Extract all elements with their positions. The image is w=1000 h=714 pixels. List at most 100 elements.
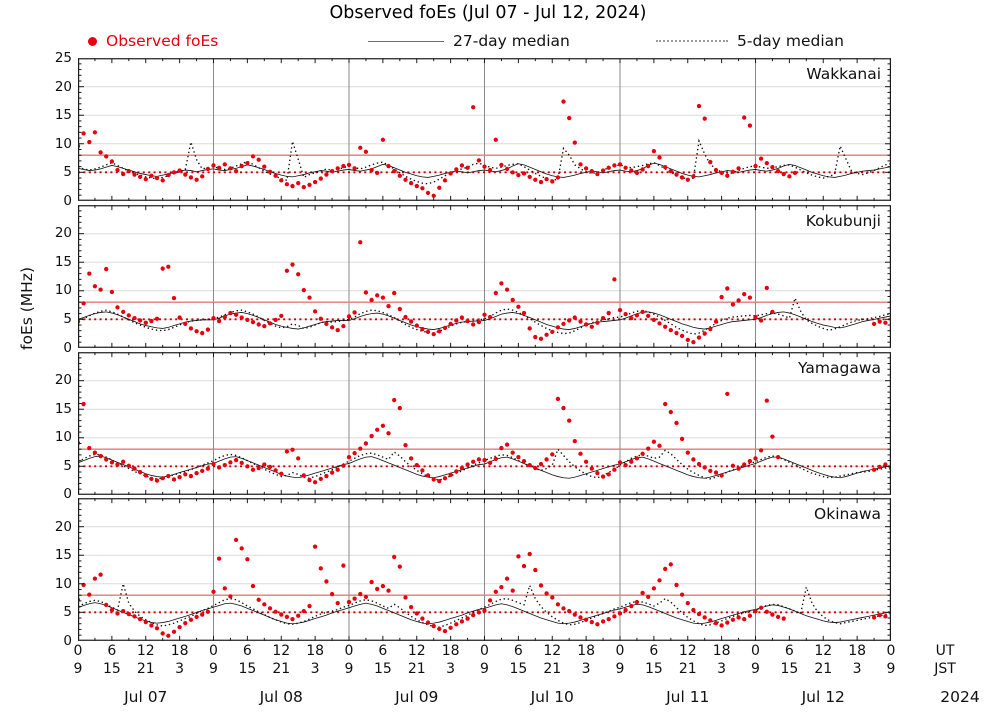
legend-median5: 5-day median: [656, 30, 844, 52]
panel-okinawa: Okinawa: [78, 498, 891, 642]
station-label: Wakkanai: [806, 65, 881, 83]
median5-line-icon: [656, 40, 728, 42]
jst-tick-label: 21: [136, 661, 155, 677]
year-label: 2024: [940, 688, 980, 706]
ut-tick-label: 12: [543, 643, 562, 659]
ut-tick-label: 6: [107, 643, 117, 659]
panel-wakkanai: Wakkanai: [78, 58, 891, 201]
ut-tick-label: 12: [407, 643, 426, 659]
jst-tick-label: 9: [480, 661, 489, 677]
jst-tick-label: 9: [886, 661, 896, 677]
jst-tick-label: 3: [852, 661, 862, 677]
y-tick-label: 10: [54, 135, 72, 152]
y-tick-label: 20: [54, 518, 72, 535]
jst-tick-label: 21: [543, 661, 562, 677]
panel-frame: [78, 58, 891, 201]
median27-line: [78, 162, 891, 178]
jst-tick-label: 3: [717, 661, 727, 677]
panel-frame: [78, 351, 891, 495]
jst-tick-label: 21: [272, 661, 291, 677]
ut-tick-label: 12: [272, 643, 291, 659]
y-tick-label: 5: [63, 164, 72, 181]
jst-tick-label: 9: [615, 661, 625, 677]
ut-tick-label: 18: [441, 643, 460, 659]
legend-median5-label: 5-day median: [737, 32, 844, 50]
station-label: Okinawa: [814, 505, 881, 523]
ut-tick-label: 18: [577, 643, 596, 659]
y-tick-label: 20: [54, 372, 72, 389]
date-label: Jul 12: [801, 688, 845, 706]
jst-tick-label: 9: [344, 661, 354, 677]
ut-axis-label: UT: [935, 643, 955, 659]
legend-observed: Observed foEs: [88, 30, 218, 52]
date-label: Jul 11: [666, 688, 710, 706]
ut-tick-label: 12: [136, 643, 155, 659]
y-tick-label: 0: [63, 486, 72, 503]
y-tick-label: 10: [54, 575, 72, 592]
ut-tick-label: 18: [848, 643, 867, 659]
y-tick-label: 5: [63, 457, 72, 474]
observed-series: [78, 99, 798, 198]
y-tick-label: 10: [54, 429, 72, 446]
ut-tick-label: 18: [712, 643, 731, 659]
observed-series: [78, 391, 891, 484]
ut-tick-label: 0: [209, 643, 218, 659]
y-tick-label: 15: [54, 547, 72, 564]
y-tick-label: 20: [54, 225, 72, 242]
ut-tick-label: 12: [814, 643, 833, 659]
chart-title: Observed foEs (Jul 07 - Jul 12, 2024): [329, 3, 647, 23]
station-label: Kokubunji: [806, 212, 881, 230]
ut-tick-label: 0: [886, 643, 896, 659]
jst-axis-label: JST: [934, 661, 956, 677]
jst-tick-label: 9: [751, 661, 760, 677]
jst-tick-label: 3: [581, 661, 591, 677]
ut-tick-label: 18: [170, 643, 189, 659]
y-tick-label: 5: [63, 604, 72, 621]
ut-tick-label: 12: [678, 643, 697, 659]
y-tick-label: 0: [63, 633, 72, 649]
date-label: Jul 10: [530, 688, 574, 706]
observed-marker-icon: [88, 36, 97, 46]
jst-tick-label: 21: [678, 661, 697, 677]
panel-frame: [78, 498, 891, 642]
ut-tick-label: 0: [615, 643, 625, 659]
legend-observed-label: Observed foEs: [106, 32, 219, 50]
y-tick-label: 20: [54, 78, 72, 95]
ut-tick-label: 18: [306, 643, 325, 659]
jst-tick-label: 21: [814, 661, 833, 677]
date-label: Jul 07: [124, 688, 168, 706]
y-tick-label: 15: [54, 253, 72, 270]
jst-tick-label: 15: [509, 661, 528, 677]
ut-tick-label: 0: [344, 643, 354, 659]
jst-tick-label: 9: [73, 661, 83, 677]
observed-series: [78, 537, 888, 639]
median27-line-icon: [368, 40, 444, 42]
station-label: Yamagawa: [797, 359, 881, 377]
y-tick-label: 5: [63, 310, 72, 327]
y-tick-label: 0: [63, 339, 72, 356]
ut-tick-label: 6: [242, 643, 252, 659]
y-tick-label: 10: [54, 282, 72, 299]
y-tick-label: 15: [54, 400, 72, 417]
jst-tick-label: 3: [310, 661, 320, 677]
ut-tick-label: 6: [784, 643, 794, 659]
ut-tick-label: 0: [480, 643, 489, 659]
date-label: Jul 09: [395, 688, 439, 706]
jst-tick-label: 15: [238, 661, 257, 677]
jst-tick-label: 15: [644, 661, 663, 677]
jst-tick-label: 9: [209, 661, 218, 677]
ut-tick-label: 0: [73, 643, 83, 659]
jst-tick-label: 21: [407, 661, 426, 677]
chart-legend: Observed foEs 27-day median 5-day median: [0, 30, 1000, 52]
jst-tick-label: 15: [780, 661, 799, 677]
panel-frame: [78, 204, 891, 348]
y-tick-label: 0: [63, 192, 72, 209]
ut-tick-label: 0: [751, 643, 760, 659]
jst-tick-label: 15: [373, 661, 392, 677]
jst-tick-label: 3: [175, 661, 185, 677]
ut-tick-label: 6: [513, 643, 523, 659]
ut-tick-label: 6: [649, 643, 659, 659]
